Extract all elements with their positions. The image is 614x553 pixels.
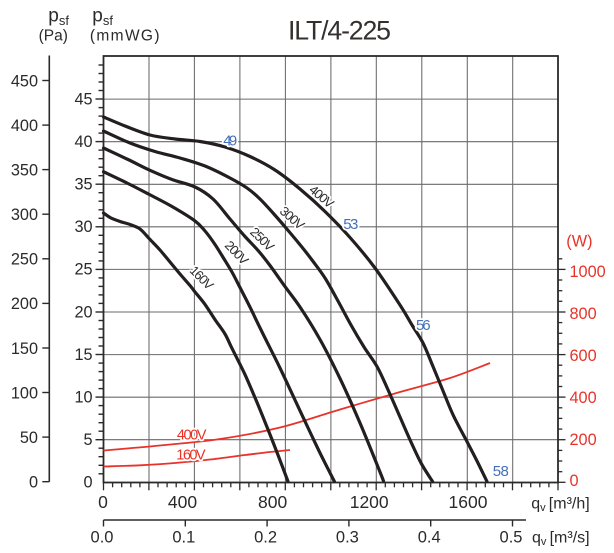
- svg-text:0: 0: [98, 492, 108, 512]
- svg-text:400: 400: [168, 492, 197, 512]
- svg-text:800: 800: [258, 492, 287, 512]
- svg-text:20: 20: [74, 303, 92, 321]
- svg-text:35: 35: [74, 176, 92, 194]
- svg-text:0: 0: [84, 474, 93, 492]
- svg-text:56: 56: [416, 317, 431, 334]
- svg-text:1200: 1200: [350, 492, 389, 512]
- svg-text:30: 30: [74, 218, 92, 236]
- svg-text:50: 50: [20, 429, 38, 447]
- svg-text:150: 150: [11, 340, 38, 358]
- svg-text:qv [m³/s]: qv [m³/s]: [532, 530, 590, 548]
- svg-text:0.0: 0.0: [91, 529, 114, 547]
- svg-text:5: 5: [84, 431, 93, 449]
- svg-text:15: 15: [74, 346, 92, 364]
- svg-text:ILT/4-225: ILT/4-225: [288, 16, 391, 46]
- svg-text:400V: 400V: [177, 428, 207, 444]
- svg-text:0: 0: [29, 474, 38, 492]
- svg-text:1000: 1000: [570, 263, 606, 281]
- svg-text:1600: 1600: [449, 492, 488, 512]
- svg-text:0.2: 0.2: [254, 529, 277, 547]
- svg-text:200: 200: [11, 295, 38, 313]
- svg-text:400: 400: [570, 389, 597, 407]
- svg-text:160V: 160V: [176, 447, 206, 463]
- svg-text:40: 40: [74, 133, 92, 151]
- svg-text:25: 25: [74, 261, 92, 279]
- svg-text:0: 0: [570, 472, 579, 490]
- svg-text:0.5: 0.5: [500, 529, 523, 547]
- svg-text:450: 450: [11, 72, 38, 90]
- svg-text:45: 45: [74, 90, 92, 108]
- svg-text:(mmWG): (mmWG): [90, 27, 160, 44]
- svg-text:qv [m³/h]: qv [m³/h]: [531, 496, 590, 514]
- svg-text:58: 58: [493, 463, 509, 480]
- svg-text:600: 600: [570, 347, 597, 365]
- svg-text:800: 800: [570, 305, 597, 323]
- svg-text:400V: 400V: [177, 428, 207, 444]
- svg-text:56: 56: [416, 317, 431, 334]
- svg-text:200: 200: [570, 431, 597, 449]
- svg-text:100: 100: [11, 384, 38, 402]
- svg-text:53: 53: [343, 216, 358, 233]
- svg-text:49: 49: [223, 132, 237, 149]
- svg-text:0.1: 0.1: [172, 529, 195, 547]
- svg-text:300: 300: [11, 206, 38, 224]
- svg-text:0.4: 0.4: [418, 529, 441, 547]
- svg-text:0.3: 0.3: [336, 529, 359, 547]
- svg-text:(W): (W): [566, 232, 592, 250]
- svg-text:49: 49: [223, 132, 237, 149]
- svg-text:10: 10: [74, 389, 92, 407]
- svg-text:160V: 160V: [176, 447, 206, 463]
- svg-text:58: 58: [493, 463, 509, 480]
- svg-text:400: 400: [11, 117, 38, 135]
- svg-text:350: 350: [11, 161, 38, 179]
- svg-text:250: 250: [11, 251, 38, 269]
- svg-text:(Pa): (Pa): [39, 27, 68, 44]
- svg-text:53: 53: [343, 216, 358, 233]
